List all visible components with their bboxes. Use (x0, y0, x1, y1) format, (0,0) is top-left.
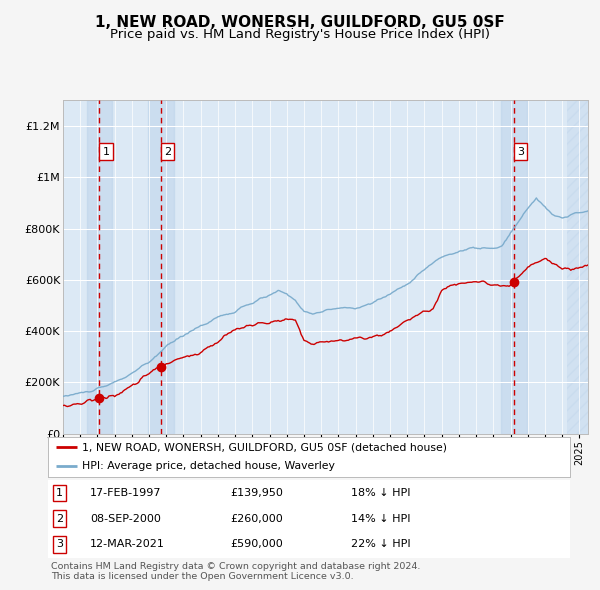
Text: HPI: Average price, detached house, Waverley: HPI: Average price, detached house, Wave… (82, 461, 335, 471)
Bar (568, 100, 588, 434)
Text: £139,950: £139,950 (230, 488, 284, 498)
Text: 2: 2 (56, 514, 63, 523)
Text: 1: 1 (103, 146, 110, 156)
Text: 22% ↓ HPI: 22% ↓ HPI (351, 539, 410, 549)
Text: 08-SEP-2000: 08-SEP-2000 (90, 514, 161, 523)
Bar (148, 100, 174, 434)
Bar (86, 100, 112, 434)
Text: £260,000: £260,000 (230, 514, 283, 523)
Text: 3: 3 (56, 539, 63, 549)
Text: 1: 1 (56, 488, 63, 498)
Text: 17-FEB-1997: 17-FEB-1997 (90, 488, 161, 498)
Text: 14% ↓ HPI: 14% ↓ HPI (351, 514, 410, 523)
Text: Price paid vs. HM Land Registry's House Price Index (HPI): Price paid vs. HM Land Registry's House … (110, 28, 490, 41)
Text: 2: 2 (164, 146, 171, 156)
Text: 18% ↓ HPI: 18% ↓ HPI (351, 488, 410, 498)
Text: 1, NEW ROAD, WONERSH, GUILDFORD, GU5 0SF (detached house): 1, NEW ROAD, WONERSH, GUILDFORD, GU5 0SF… (82, 442, 447, 453)
Text: 1, NEW ROAD, WONERSH, GUILDFORD, GU5 0SF: 1, NEW ROAD, WONERSH, GUILDFORD, GU5 0SF (95, 15, 505, 30)
Text: Contains HM Land Registry data © Crown copyright and database right 2024.
This d: Contains HM Land Registry data © Crown c… (51, 562, 421, 581)
Text: 12-MAR-2021: 12-MAR-2021 (90, 539, 164, 549)
Text: 3: 3 (517, 146, 524, 156)
Text: £590,000: £590,000 (230, 539, 283, 549)
Bar (501, 100, 527, 434)
